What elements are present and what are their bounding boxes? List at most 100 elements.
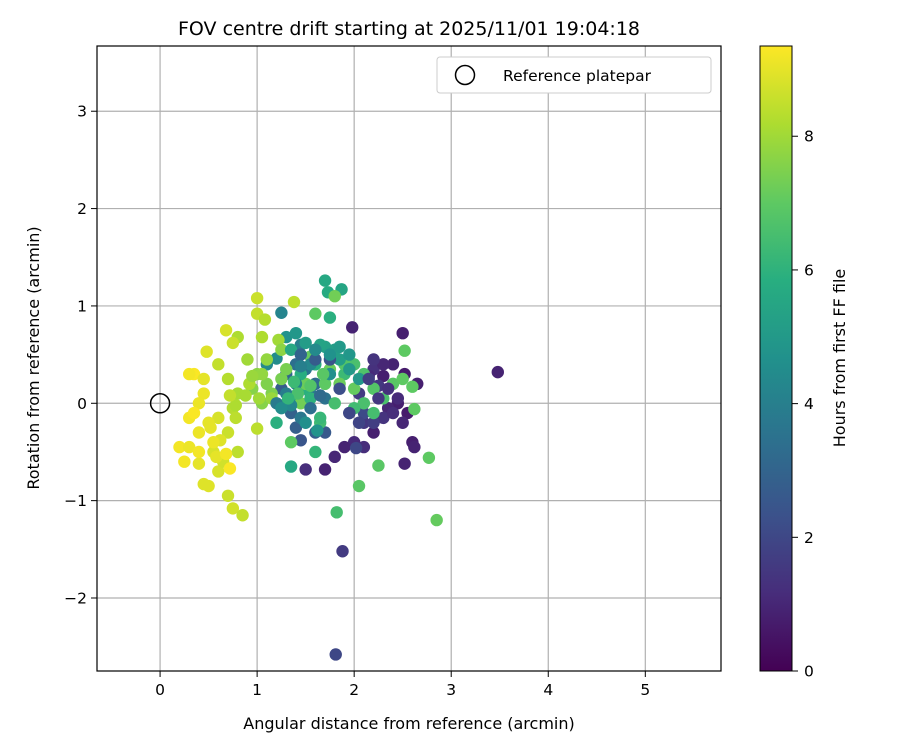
data-point bbox=[329, 648, 342, 661]
reference-marker bbox=[149, 393, 171, 414]
data-point bbox=[318, 274, 332, 287]
data-point bbox=[250, 291, 264, 305]
y-tick-label: 1 bbox=[77, 297, 87, 315]
data-point bbox=[284, 343, 298, 356]
data-point bbox=[294, 348, 307, 361]
data-point bbox=[333, 382, 346, 395]
data-point bbox=[284, 460, 298, 473]
data-point bbox=[323, 348, 337, 361]
x-axis-ticks: 0 1 2 3 4 5 bbox=[155, 671, 650, 699]
x-tick-label: 3 bbox=[446, 681, 456, 699]
data-point bbox=[270, 416, 283, 429]
data-point bbox=[314, 411, 327, 425]
data-point bbox=[304, 401, 317, 415]
data-point bbox=[229, 399, 242, 412]
data-point bbox=[284, 436, 298, 449]
data-point bbox=[197, 387, 210, 400]
data-point bbox=[197, 372, 210, 386]
y-tick-label: −2 bbox=[64, 589, 87, 607]
data-point bbox=[241, 353, 254, 366]
data-point bbox=[255, 367, 269, 381]
data-point bbox=[287, 375, 301, 389]
data-point bbox=[221, 372, 235, 386]
data-point bbox=[367, 406, 380, 420]
data-point bbox=[430, 513, 443, 527]
x-tick-label: 1 bbox=[252, 681, 262, 699]
data-point bbox=[255, 330, 269, 344]
data-point bbox=[352, 372, 366, 386]
colorbar-tick-label: 6 bbox=[804, 261, 814, 279]
data-point bbox=[367, 426, 380, 439]
data-point bbox=[229, 411, 242, 425]
data-point bbox=[396, 372, 409, 386]
data-point bbox=[275, 343, 288, 356]
x-axis-label: Angular distance from reference (arcmin) bbox=[243, 714, 574, 733]
data-point bbox=[349, 441, 363, 455]
data-point bbox=[362, 372, 375, 386]
data-point bbox=[309, 307, 322, 320]
data-point bbox=[367, 353, 380, 366]
colorbar-tick-label: 4 bbox=[804, 395, 814, 413]
legend-marker-icon bbox=[454, 64, 476, 86]
data-point bbox=[309, 353, 322, 366]
y-tick-label: −1 bbox=[64, 492, 87, 510]
y-tick-label: 2 bbox=[77, 200, 87, 218]
data-point bbox=[182, 367, 196, 381]
data-point bbox=[200, 345, 213, 358]
data-point bbox=[260, 377, 274, 391]
data-point bbox=[343, 363, 356, 376]
data-point bbox=[391, 392, 405, 405]
reference-point-icon bbox=[149, 393, 171, 414]
data-point bbox=[226, 336, 240, 350]
x-tick-label: 4 bbox=[543, 681, 553, 699]
data-point bbox=[294, 397, 307, 410]
data-point bbox=[408, 402, 421, 416]
data-point bbox=[357, 406, 371, 420]
data-point bbox=[372, 459, 385, 472]
data-point bbox=[219, 447, 233, 461]
colorbar-ticks: 0 2 4 6 8 bbox=[792, 128, 814, 681]
data-point bbox=[367, 382, 380, 395]
data-point bbox=[212, 465, 225, 478]
data-point bbox=[318, 463, 332, 476]
data-point bbox=[347, 382, 361, 395]
legend: Reference platepar bbox=[436, 56, 712, 94]
data-point bbox=[381, 382, 395, 395]
data-point bbox=[406, 380, 419, 393]
data-point bbox=[275, 372, 288, 386]
data-point bbox=[311, 424, 324, 437]
data-point bbox=[422, 451, 436, 464]
data-point bbox=[343, 348, 356, 361]
colorbar: 0 2 4 6 8 Hours from first FF file bbox=[759, 45, 849, 681]
data-point bbox=[291, 387, 305, 400]
data-point bbox=[223, 462, 237, 475]
data-point bbox=[333, 353, 346, 366]
data-point bbox=[272, 333, 285, 347]
data-point bbox=[236, 509, 249, 522]
y-axis-ticks: −2 −1 0 1 2 3 bbox=[64, 103, 97, 607]
data-point bbox=[398, 457, 411, 470]
data-point bbox=[223, 389, 237, 402]
data-point bbox=[192, 426, 206, 439]
data-point bbox=[252, 392, 266, 405]
data-point bbox=[250, 422, 264, 435]
data-point bbox=[294, 434, 307, 447]
data-point bbox=[299, 416, 312, 429]
data-point bbox=[197, 477, 210, 491]
data-point bbox=[192, 397, 206, 410]
data-point bbox=[239, 389, 252, 402]
data-point bbox=[316, 367, 330, 381]
legend-entry-reference: Reference platepar bbox=[503, 67, 652, 85]
data-point bbox=[299, 463, 312, 476]
data-point bbox=[352, 479, 366, 493]
colorbar-tick-label: 8 bbox=[804, 128, 814, 146]
data-point bbox=[275, 401, 288, 415]
data-point bbox=[386, 358, 400, 371]
data-point bbox=[304, 392, 317, 405]
colorbar-gradient bbox=[759, 45, 793, 672]
y-axis-label: Rotation from reference (arcmin) bbox=[24, 226, 43, 489]
data-point bbox=[304, 379, 317, 392]
data-point bbox=[221, 426, 235, 439]
data-point bbox=[330, 506, 343, 519]
y-tick-label: 0 bbox=[77, 395, 87, 413]
